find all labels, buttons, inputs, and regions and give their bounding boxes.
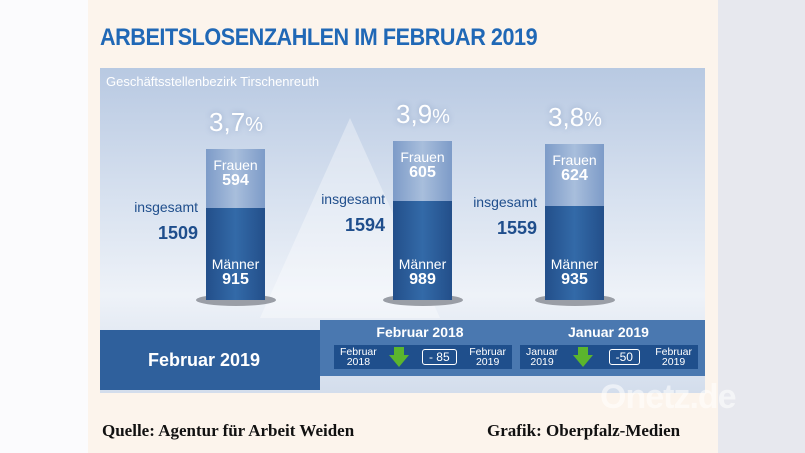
women-value: 594 (222, 172, 249, 190)
rate-label: 3,9% (396, 98, 450, 129)
current-period-strip: Februar 2019 (100, 330, 320, 390)
total-label: insgesamt 1509 (108, 199, 198, 244)
men-label: Männer (211, 255, 260, 272)
stacked-bar: Frauen 605 Männer 989 (393, 140, 452, 300)
chart-subtitle: Geschäftsstellenbezirk Tirschenreuth (106, 74, 320, 89)
page-title: ARBEITSLOSENZAHLEN IM FEBRUAR 2019 (100, 24, 538, 51)
women-value: 605 (409, 163, 436, 181)
bar-segment-men: Männer 915 (206, 208, 265, 300)
comparison-box: Februar 2018 - 85 Februar 2019 (334, 345, 512, 369)
men-label: Männer (398, 255, 447, 272)
women-label: Frauen (552, 152, 597, 169)
bar-segment-women: Frauen 624 (545, 144, 604, 207)
women-value: 624 (561, 167, 588, 185)
men-value: 935 (561, 270, 588, 288)
left-margin (0, 0, 88, 453)
comparison-header: Januar 2019 (568, 324, 649, 340)
comparison-section: Februar 2018 Januar 2019 Februar 2018 - 8… (320, 320, 705, 376)
current-period-label: Februar 2019 (148, 349, 261, 370)
total-value: 1559 (496, 218, 537, 239)
bar-segment-men: Männer 989 (393, 201, 452, 300)
from-period: Februar 2018 (340, 346, 377, 368)
arrow-down-icon (389, 347, 410, 367)
delta-value: -50 (608, 349, 640, 365)
bar-segment-women: Frauen 605 (393, 140, 452, 202)
comparison-header: Februar 2018 (376, 324, 464, 340)
stacked-bar: Frauen 594 Männer 915 (206, 149, 265, 300)
men-value: 915 (222, 270, 249, 288)
total-value: 1594 (344, 214, 385, 235)
source-note: Quelle: Agentur für Arbeit Weiden (102, 421, 355, 440)
men-value: 989 (409, 270, 436, 288)
rate-label: 3,7% (209, 107, 263, 138)
to-period: Februar 2019 (469, 346, 506, 368)
credit-note: Grafik: Oberpfalz-Medien (487, 421, 681, 440)
chart-panel: Geschäftsstellenbezirk Tirschenreuth Fra… (100, 68, 705, 393)
total-label: insgesamt 1594 (295, 191, 385, 236)
rate-label: 3,8% (548, 102, 602, 133)
comparison-box: Januar 2019 -50 Februar 2019 (520, 345, 698, 369)
arrow-down-icon (573, 347, 594, 367)
bar-segment-women: Frauen 594 (206, 149, 265, 209)
delta-value: - 85 (421, 349, 457, 365)
total-value: 1509 (157, 223, 198, 244)
bar-segment-men: Männer 935 (545, 206, 604, 300)
watermark-logo: Onetz.de (600, 378, 737, 416)
women-label: Frauen (400, 148, 445, 165)
men-label: Männer (550, 255, 599, 272)
total-label: insgesamt 1559 (447, 194, 537, 239)
women-label: Frauen (213, 157, 258, 174)
stacked-bar: Frauen 624 Männer 935 (545, 144, 604, 300)
to-period: Februar 2019 (655, 346, 692, 368)
from-period: Januar 2019 (526, 346, 559, 368)
